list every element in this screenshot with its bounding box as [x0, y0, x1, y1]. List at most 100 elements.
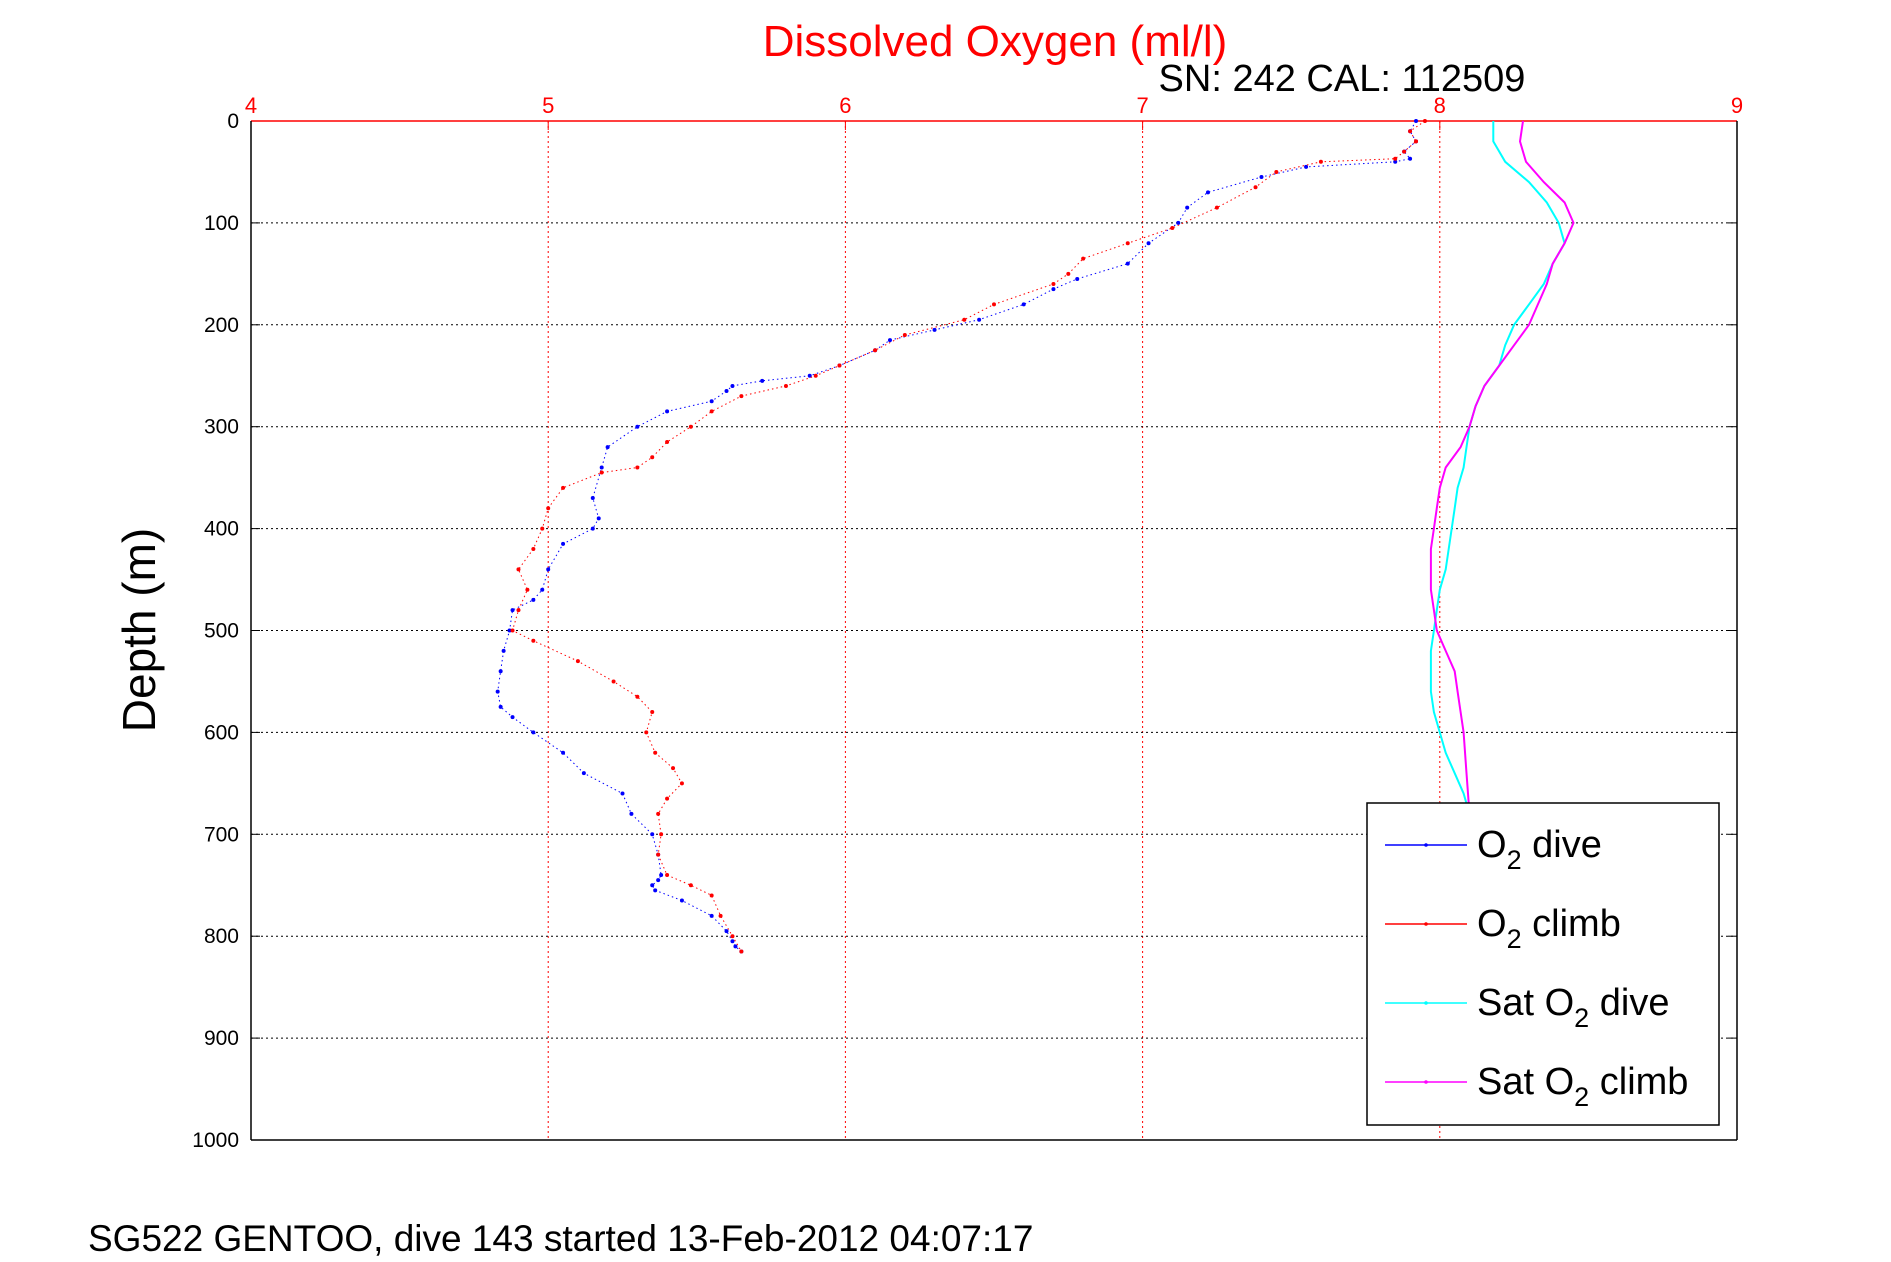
data-point — [653, 750, 658, 755]
data-point — [730, 939, 735, 944]
data-point — [510, 628, 515, 633]
series-sat-o2-climb — [1429, 120, 1575, 814]
data-point — [599, 470, 604, 475]
y-tick-label: 200 — [204, 314, 239, 337]
data-point — [1402, 149, 1407, 154]
data-point — [644, 730, 649, 735]
data-point — [510, 715, 515, 720]
y-tick-label: 700 — [204, 823, 239, 846]
x-tick-label: 8 — [1434, 93, 1446, 118]
data-point — [531, 546, 536, 551]
data-point — [1146, 241, 1151, 246]
y-tick-label: 900 — [204, 1027, 239, 1050]
data-point — [531, 597, 536, 602]
data-point — [590, 526, 595, 531]
data-point — [1274, 169, 1279, 174]
data-point — [650, 710, 655, 715]
legend-box — [1366, 802, 1720, 1126]
data-point — [932, 327, 937, 332]
data-point — [561, 750, 566, 755]
data-point — [516, 567, 521, 572]
data-point — [709, 913, 714, 918]
data-point — [540, 526, 545, 531]
legend-marker — [1424, 1080, 1428, 1084]
data-point — [650, 883, 655, 888]
y-tick-label: 0 — [227, 110, 239, 133]
series-sat-o2-dive — [1429, 121, 1566, 815]
data-point — [581, 771, 586, 776]
data-point — [665, 873, 670, 878]
data-point — [1414, 119, 1419, 123]
data-point — [992, 302, 996, 307]
legend-marker — [1424, 843, 1428, 847]
y-tick-label: 300 — [204, 416, 239, 439]
data-point — [531, 638, 536, 643]
series-o2-climb — [510, 119, 1427, 954]
data-point — [813, 373, 818, 378]
data-point — [501, 648, 506, 653]
data-point — [665, 439, 670, 444]
legend-label: O2 dive — [1477, 824, 1602, 875]
data-point — [650, 832, 655, 837]
chart-subtitle: SN: 242 CAL: 112509 — [1159, 58, 1526, 100]
legend-item: O2 dive — [1385, 824, 1602, 875]
y-tick-label: 600 — [204, 721, 239, 744]
data-point — [730, 383, 735, 388]
data-point — [590, 496, 595, 501]
data-point — [1021, 302, 1026, 307]
data-point — [977, 317, 982, 322]
data-point — [1081, 256, 1086, 261]
data-point — [1422, 119, 1427, 123]
data-point — [807, 373, 812, 378]
data-point — [679, 898, 684, 903]
data-point — [783, 383, 788, 388]
data-point — [653, 888, 658, 893]
data-point — [510, 608, 515, 613]
data-point — [1393, 156, 1398, 161]
x-tick-label: 5 — [542, 93, 554, 118]
data-point — [902, 332, 907, 337]
data-point — [1259, 175, 1264, 180]
data-point — [962, 317, 967, 322]
data-point — [1075, 276, 1080, 281]
y-tick-label: 400 — [204, 518, 239, 541]
data-point — [709, 409, 714, 414]
data-point — [507, 628, 512, 633]
y-tick-label: 500 — [204, 620, 239, 643]
data-point — [887, 338, 892, 343]
data-point — [635, 694, 640, 699]
data-point — [1408, 129, 1413, 134]
data-point — [650, 455, 655, 460]
data-point — [739, 949, 744, 954]
data-point — [724, 389, 729, 394]
data-point — [671, 766, 676, 771]
y-tick-label: 100 — [204, 212, 239, 235]
data-point — [1170, 225, 1175, 230]
data-point — [1185, 205, 1190, 210]
data-point — [873, 348, 878, 353]
data-point — [1318, 159, 1323, 164]
data-point — [724, 929, 729, 934]
legend-item: Sat O2 climb — [1385, 1061, 1688, 1112]
data-point — [531, 730, 536, 735]
series-line — [1429, 120, 1575, 814]
data-point — [498, 704, 503, 709]
data-point — [635, 424, 640, 429]
y-tick-label: 1000 — [192, 1129, 239, 1152]
data-point — [718, 913, 723, 918]
dive-info-footer: SG522 GENTOO, dive 143 started 13-Feb-20… — [88, 1218, 1034, 1259]
data-point — [546, 506, 551, 511]
x-tick-label: 9 — [1731, 93, 1743, 118]
data-point — [620, 791, 625, 796]
data-point — [656, 878, 661, 883]
data-point — [1393, 159, 1398, 164]
data-point — [561, 485, 566, 490]
data-point — [516, 608, 521, 613]
data-point — [1205, 190, 1210, 195]
legend-label: Sat O2 dive — [1477, 982, 1669, 1033]
data-point — [837, 363, 842, 368]
data-point — [688, 424, 693, 429]
data-point — [599, 465, 604, 470]
data-point — [575, 659, 580, 664]
data-point — [546, 567, 551, 572]
